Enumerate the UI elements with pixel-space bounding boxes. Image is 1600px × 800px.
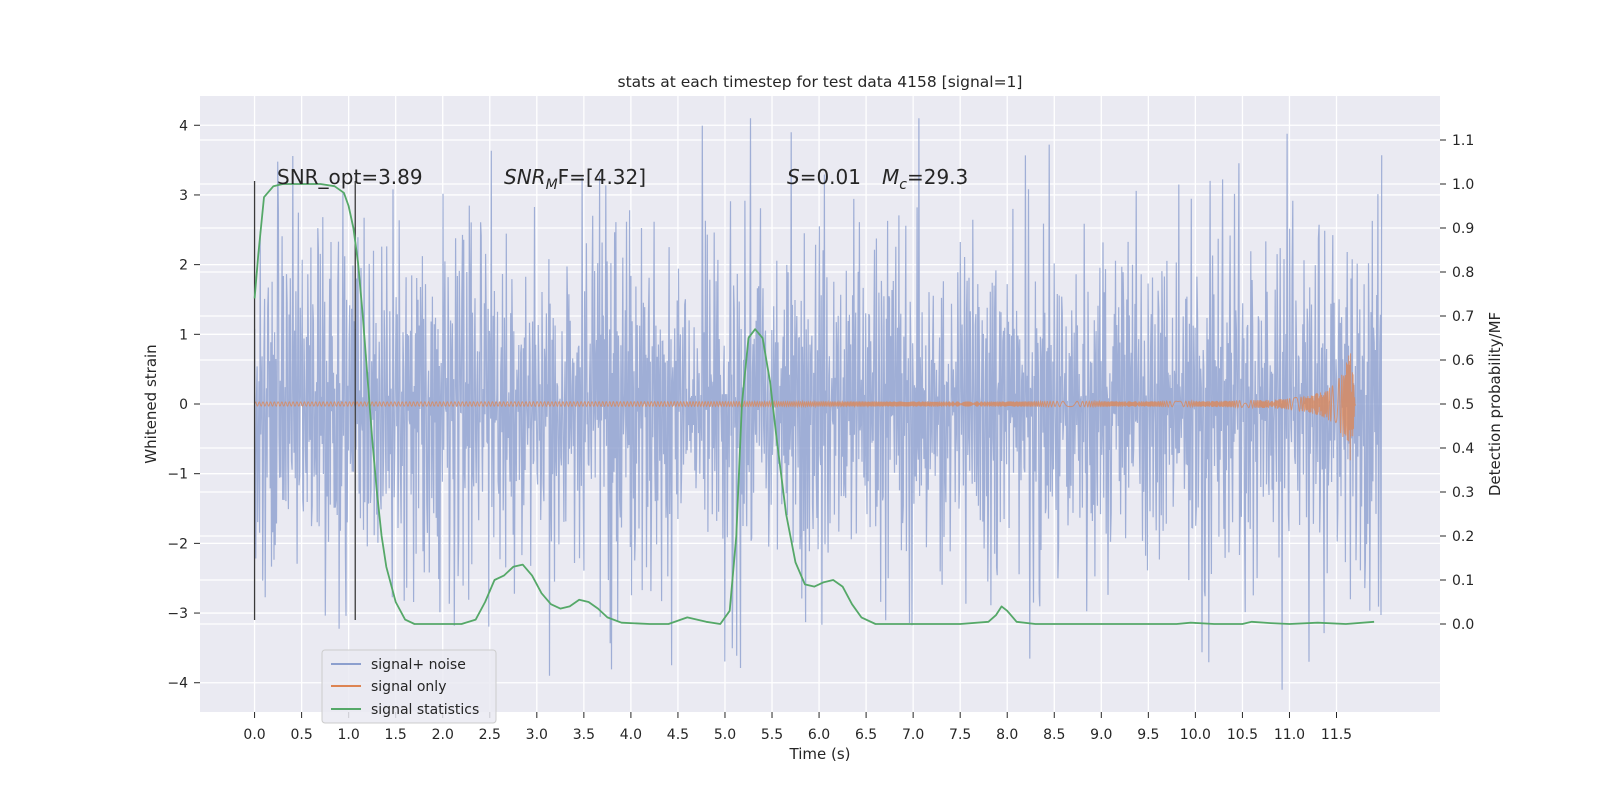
x-tick-label-7: 3.5	[573, 727, 595, 743]
y-left-tick-label-6: 2	[179, 258, 188, 274]
vertical-markers	[253, 181, 356, 621]
y-right-tick-label-3: 0.3	[1452, 485, 1474, 501]
annotation-mc-value: =29.3	[907, 165, 968, 189]
y-left-tick-label-5: 1	[179, 327, 188, 343]
y-right-axis-ticks: 0.0 0.1 0.2 0.3 0.4 0.5 0.6 0.7 0.8 0.9 1.0 1.1	[1440, 133, 1474, 633]
y-right-tick-label-2: 0.2	[1452, 529, 1474, 545]
legend-label-signal-only: signal only	[371, 679, 446, 695]
legend-box	[321, 649, 497, 724]
x-tick-label-14: 7.0	[902, 727, 924, 743]
x-tick-label-19: 9.5	[1137, 727, 1159, 743]
annotation-snr-mf: SNRMF=[4.32]	[504, 165, 646, 193]
y-left-tick-label-4: 0	[179, 397, 188, 413]
annotation-snr-opt: SNR_opt=3.89	[277, 165, 423, 189]
x-tick-label-12: 6.0	[808, 727, 830, 743]
annotation-mc-sub: c	[899, 177, 907, 193]
y-right-tick-label-5: 0.5	[1452, 397, 1474, 413]
y-right-tick-label-1: 0.1	[1452, 573, 1474, 589]
signal-noise-line	[254, 118, 1383, 690]
x-tick-label-16: 8.0	[996, 727, 1018, 743]
series-signal-statistics	[253, 183, 1375, 625]
y-left-tick-label-0: −4	[167, 676, 188, 692]
x-tick-label-20: 10.0	[1180, 727, 1211, 743]
y-left-axis-label: Whitened strain	[142, 344, 160, 463]
x-tick-label-15: 7.5	[949, 727, 971, 743]
signal-only-line	[254, 353, 1356, 461]
x-tick-label-3: 1.5	[385, 727, 407, 743]
y-left-tick-label-2: −2	[167, 536, 188, 552]
signal-statistics-line	[253, 183, 1375, 625]
x-tick-label-23: 11.5	[1321, 727, 1352, 743]
x-tick-label-13: 6.5	[855, 727, 877, 743]
x-tick-label-2: 1.0	[338, 727, 360, 743]
x-tick-label-0: 0.0	[243, 727, 265, 743]
chart-title: stats at each timestep for test data 415…	[618, 73, 1023, 91]
annotation-snr-mf-sub: M	[546, 177, 558, 193]
annotation-mc: Mc=29.3	[882, 165, 968, 193]
x-axis-label: Time (s)	[789, 745, 851, 763]
annotation-s: S=0.01	[787, 165, 861, 189]
y-right-tick-label-10: 1.0	[1452, 177, 1474, 193]
y-left-tick-label-8: 4	[179, 118, 188, 134]
x-axis-ticks: 0.0 0.5 1.0 1.5 2.0 2.5 3.0 3.5 4.0 4.5 5.0 5.5 6.0 6…	[243, 712, 1352, 743]
y-right-tick-label-9: 0.9	[1452, 221, 1474, 237]
y-left-tick-label-1: −3	[167, 606, 188, 622]
annotation-s-symbol: S	[787, 165, 800, 189]
legend-label-signal-statistics: signal statistics	[371, 702, 479, 718]
annotation-snr-mf-symbol: SNR	[504, 165, 546, 189]
x-tick-label-9: 4.5	[667, 727, 689, 743]
y-right-axis-label: Detection probability/MF	[1486, 312, 1504, 496]
y-left-axis-ticks: −4 −3 −2 −1 0 1 2 3 4	[167, 118, 200, 692]
x-tick-label-8: 4.0	[620, 727, 642, 743]
x-tick-label-11: 5.5	[761, 727, 783, 743]
x-tick-label-1: 0.5	[290, 727, 312, 743]
y-left-tick-label-3: −1	[167, 467, 188, 483]
x-tick-label-21: 10.5	[1227, 727, 1258, 743]
x-tick-label-18: 9.0	[1090, 727, 1112, 743]
y-right-tick-label-7: 0.7	[1452, 309, 1474, 325]
x-tick-label-4: 2.0	[432, 727, 454, 743]
legend: signal+ noise signal only signal statist…	[321, 649, 497, 724]
y-right-tick-label-11: 1.1	[1452, 133, 1474, 149]
x-tick-label-17: 8.5	[1043, 727, 1065, 743]
x-tick-label-22: 11.0	[1274, 727, 1305, 743]
x-tick-label-5: 2.5	[479, 727, 501, 743]
x-tick-label-10: 5.0	[714, 727, 736, 743]
annotation-s-value: =0.01	[800, 165, 861, 189]
y-right-tick-label-0: 0.0	[1452, 617, 1474, 633]
annotation-mc-symbol: M	[882, 165, 899, 189]
legend-label-signal-noise: signal+ noise	[371, 657, 466, 673]
series-signal-noise	[254, 118, 1383, 690]
annotation-snr-mf-value: F=[4.32]	[558, 165, 646, 189]
series-signal-only	[254, 353, 1356, 461]
y-right-tick-label-4: 0.4	[1452, 441, 1474, 457]
y-left-tick-label-7: 3	[179, 188, 188, 204]
annotations: SNR_opt=3.89 SNRMF=[4.32] S=0.01 Mc=29.3	[277, 165, 968, 193]
y-right-tick-label-6: 0.6	[1452, 353, 1474, 369]
x-tick-label-6: 3.0	[526, 727, 548, 743]
y-right-tick-label-8: 0.8	[1452, 265, 1474, 281]
